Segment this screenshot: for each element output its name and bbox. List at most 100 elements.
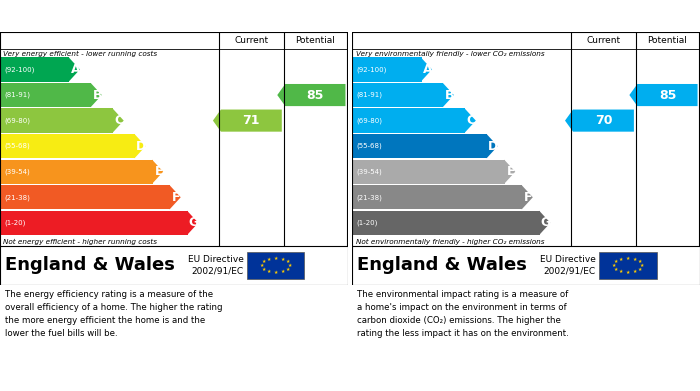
Text: ★: ★	[638, 260, 642, 264]
Text: ★: ★	[281, 257, 285, 262]
Text: 85: 85	[307, 88, 324, 102]
Text: ★: ★	[274, 270, 278, 275]
Text: ★: ★	[640, 263, 644, 268]
Text: Not environmentally friendly - higher CO₂ emissions: Not environmentally friendly - higher CO…	[356, 239, 544, 245]
Text: EU Directive
2002/91/EC: EU Directive 2002/91/EC	[188, 255, 244, 276]
Text: 85: 85	[659, 88, 676, 102]
Text: England & Wales: England & Wales	[357, 256, 527, 274]
Text: D: D	[488, 140, 498, 152]
Polygon shape	[629, 84, 698, 106]
Text: G: G	[189, 216, 199, 230]
Polygon shape	[277, 84, 346, 106]
Text: F: F	[172, 191, 181, 204]
Text: ★: ★	[260, 263, 264, 268]
Text: E: E	[155, 165, 163, 178]
Polygon shape	[421, 57, 432, 82]
Bar	[247, 253, 304, 278]
Text: 70: 70	[595, 114, 612, 127]
Text: A: A	[423, 63, 433, 76]
Text: (21-38): (21-38)	[356, 194, 382, 201]
Text: Very energy efficient - lower running costs: Very energy efficient - lower running co…	[4, 50, 158, 57]
Text: (21-38): (21-38)	[4, 194, 30, 201]
Bar	[1, 134, 135, 158]
Polygon shape	[187, 211, 198, 235]
Text: C: C	[467, 114, 476, 127]
Polygon shape	[69, 57, 80, 82]
Text: (81-91): (81-91)	[356, 92, 382, 98]
Bar	[599, 253, 657, 278]
Bar	[353, 108, 466, 133]
Text: (92-100): (92-100)	[4, 66, 34, 73]
Text: ★: ★	[281, 269, 285, 274]
Bar	[353, 160, 505, 184]
Text: ★: ★	[638, 267, 642, 271]
Text: F: F	[524, 191, 533, 204]
Text: B: B	[444, 88, 454, 102]
Text: Current: Current	[234, 36, 268, 45]
Text: (69-80): (69-80)	[4, 117, 30, 124]
Polygon shape	[522, 185, 533, 210]
Bar	[353, 134, 487, 158]
Text: 71: 71	[243, 114, 260, 127]
Text: Energy Efficiency Rating: Energy Efficiency Rating	[5, 9, 188, 23]
Text: ★: ★	[267, 257, 271, 262]
Text: ★: ★	[274, 256, 278, 261]
Text: ★: ★	[613, 267, 618, 271]
Text: Environmental Impact (CO₂) Rating: Environmental Impact (CO₂) Rating	[357, 9, 620, 23]
Text: ★: ★	[286, 267, 290, 271]
Text: G: G	[541, 216, 551, 230]
Polygon shape	[113, 108, 124, 133]
Text: (55-68): (55-68)	[356, 143, 382, 149]
Text: ★: ★	[633, 257, 637, 262]
Bar	[1, 160, 153, 184]
Text: D: D	[136, 140, 146, 152]
Polygon shape	[152, 160, 163, 184]
Text: ★: ★	[619, 257, 623, 262]
Text: England & Wales: England & Wales	[5, 256, 175, 274]
Bar	[1, 108, 113, 133]
Bar	[1, 83, 92, 107]
Text: ★: ★	[626, 256, 630, 261]
Polygon shape	[565, 109, 634, 132]
Polygon shape	[91, 83, 101, 107]
Text: The environmental impact rating is a measure of
a home's impact on the environme: The environmental impact rating is a mea…	[357, 290, 569, 337]
Bar	[1, 211, 188, 235]
Polygon shape	[504, 160, 515, 184]
Text: EU Directive
2002/91/EC: EU Directive 2002/91/EC	[540, 255, 596, 276]
Text: ★: ★	[288, 263, 292, 268]
Polygon shape	[486, 134, 498, 158]
Text: B: B	[92, 88, 102, 102]
Text: (69-80): (69-80)	[356, 117, 382, 124]
Text: ★: ★	[613, 260, 618, 264]
Text: Potential: Potential	[648, 36, 687, 45]
Text: Very environmentally friendly - lower CO₂ emissions: Very environmentally friendly - lower CO…	[356, 50, 544, 57]
Text: ★: ★	[267, 269, 271, 274]
Text: Not energy efficient - higher running costs: Not energy efficient - higher running co…	[4, 239, 158, 245]
Text: ★: ★	[612, 263, 616, 268]
Text: ★: ★	[619, 269, 623, 274]
Polygon shape	[169, 185, 181, 210]
Polygon shape	[539, 211, 550, 235]
Text: (39-54): (39-54)	[356, 169, 382, 175]
Bar	[353, 211, 540, 235]
Polygon shape	[443, 83, 454, 107]
Bar	[1, 185, 170, 210]
Text: (55-68): (55-68)	[4, 143, 30, 149]
Polygon shape	[465, 108, 476, 133]
Bar	[1, 57, 69, 82]
Text: (39-54): (39-54)	[4, 169, 30, 175]
Polygon shape	[213, 109, 282, 132]
Bar	[353, 185, 522, 210]
Text: (81-91): (81-91)	[4, 92, 30, 98]
Text: ★: ★	[261, 260, 266, 264]
Polygon shape	[134, 134, 146, 158]
Text: (1-20): (1-20)	[356, 220, 377, 226]
Text: A: A	[71, 63, 80, 76]
Bar	[353, 57, 421, 82]
Text: Current: Current	[587, 36, 620, 45]
Text: ★: ★	[261, 267, 266, 271]
Text: C: C	[115, 114, 124, 127]
Text: Potential: Potential	[295, 36, 335, 45]
Text: E: E	[507, 165, 515, 178]
Text: (92-100): (92-100)	[356, 66, 386, 73]
